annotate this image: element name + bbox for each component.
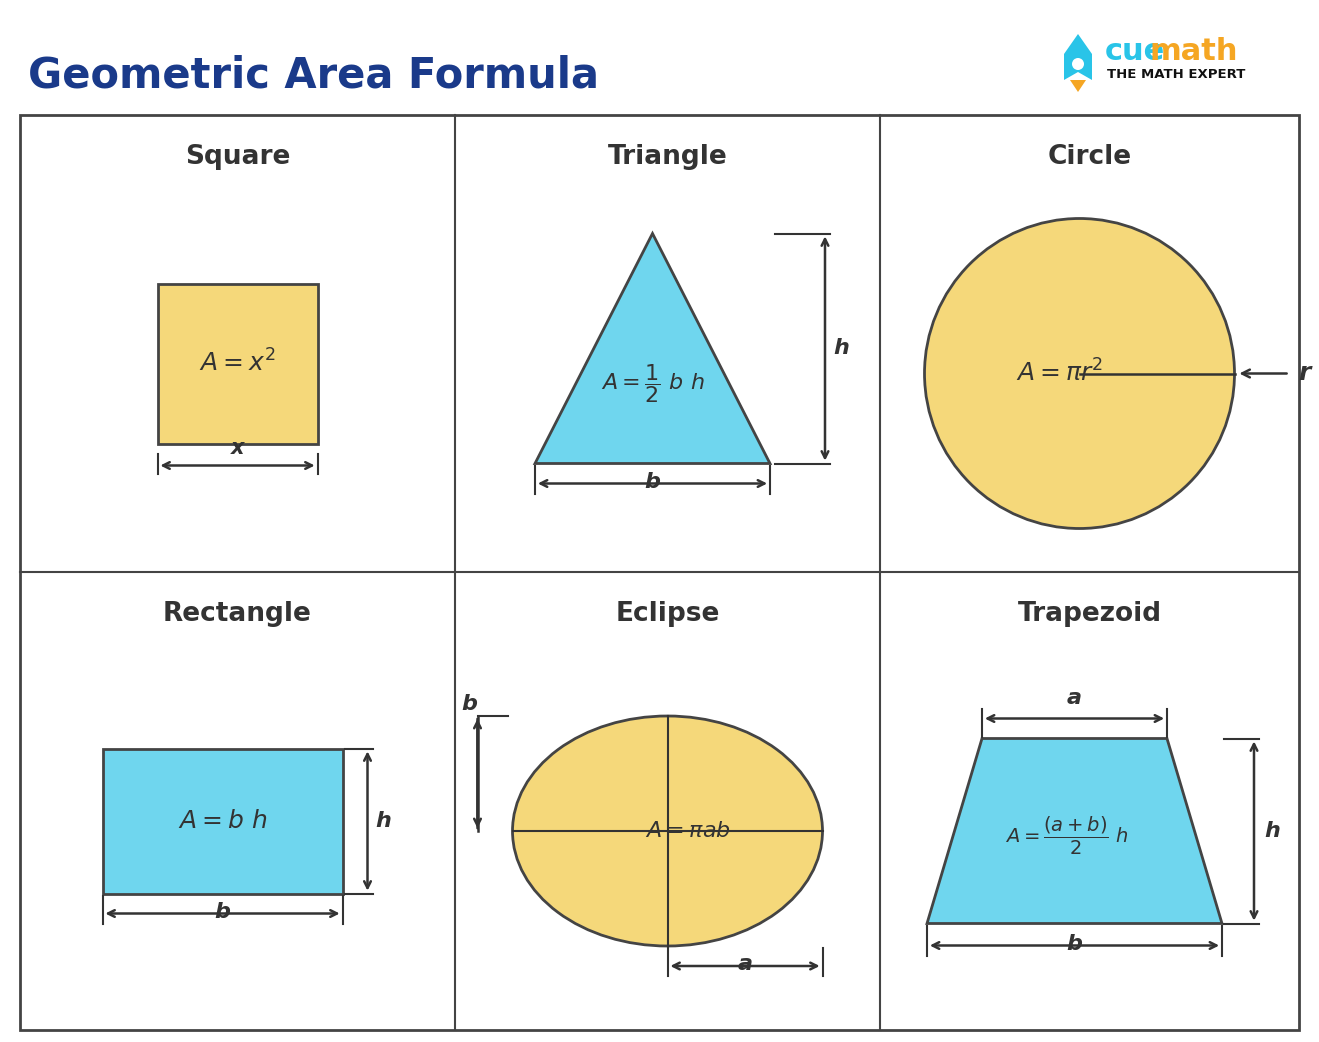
Circle shape	[925, 219, 1235, 528]
Text: Triangle: Triangle	[608, 144, 727, 170]
Polygon shape	[1064, 34, 1092, 80]
Polygon shape	[536, 233, 770, 464]
Circle shape	[1072, 58, 1084, 70]
Text: b: b	[462, 694, 477, 714]
Ellipse shape	[513, 716, 823, 946]
Text: h: h	[376, 811, 392, 832]
Text: $A = \dfrac{(a+b)}{2}\ h$: $A = \dfrac{(a+b)}{2}\ h$	[1005, 815, 1128, 857]
Text: Geometric Area Formula: Geometric Area Formula	[28, 54, 599, 96]
Text: THE MATH EXPERT: THE MATH EXPERT	[1107, 68, 1245, 80]
Text: b: b	[215, 901, 231, 921]
Bar	[157, 283, 318, 444]
Polygon shape	[927, 739, 1221, 923]
Text: Circle: Circle	[1047, 144, 1132, 170]
Text: $A = x^2$: $A = x^2$	[199, 350, 276, 377]
Text: b: b	[645, 471, 661, 492]
Text: $A = \dfrac{1}{2}\ b\ h$: $A = \dfrac{1}{2}\ b\ h$	[600, 362, 704, 405]
Bar	[103, 748, 343, 893]
Text: $A = \pi r^2$: $A = \pi r^2$	[1016, 359, 1103, 387]
Text: b: b	[1067, 934, 1083, 953]
Text: cue: cue	[1105, 38, 1165, 67]
Text: math: math	[1150, 38, 1239, 67]
Text: $A = \pi ab$: $A = \pi ab$	[645, 821, 731, 841]
Text: Square: Square	[185, 144, 290, 170]
Text: Eclipse: Eclipse	[615, 601, 720, 627]
Text: a: a	[737, 954, 753, 974]
Text: x: x	[231, 438, 244, 457]
Text: $A = b\ h$: $A = b\ h$	[178, 809, 268, 833]
Text: h: h	[834, 339, 849, 358]
Text: h: h	[1264, 821, 1279, 841]
Text: Trapezoid: Trapezoid	[1017, 601, 1162, 627]
Polygon shape	[1070, 80, 1086, 92]
Bar	[20, 115, 1299, 1029]
Text: Rectangle: Rectangle	[164, 601, 311, 627]
Text: a: a	[1067, 688, 1082, 708]
Text: r: r	[1298, 362, 1311, 386]
